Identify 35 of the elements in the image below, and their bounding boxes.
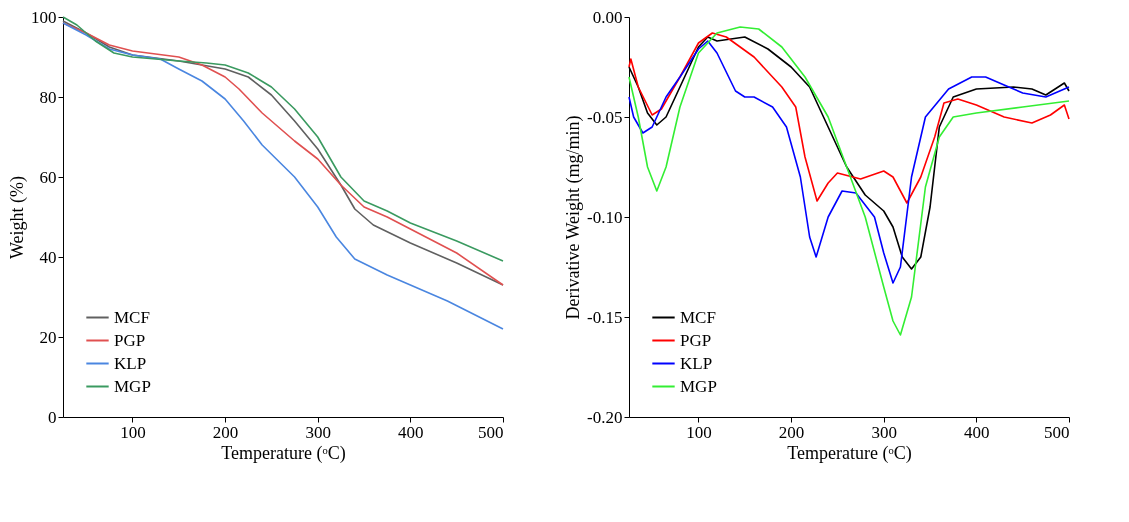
legend-label: KLP: [114, 353, 147, 373]
y-tick-label: 100: [31, 7, 57, 27]
y-tick-label: 60: [39, 167, 57, 187]
x-tick-label: 300: [305, 422, 331, 442]
legend-label: PGP: [680, 330, 712, 350]
x-tick-label: 400: [398, 422, 424, 442]
line-series: [628, 26, 1070, 336]
x-tick-label: 200: [212, 422, 239, 442]
x-tick-label: 500: [478, 422, 504, 442]
y-tick-label: 20: [39, 327, 57, 347]
x-axis-title: Temperature (ᵒC): [221, 442, 346, 464]
y-tick-label: 80: [39, 87, 57, 107]
legend-label: MCF: [680, 307, 716, 327]
legend-label: MGP: [114, 376, 151, 396]
legend-label: MCF: [114, 307, 150, 327]
x-tick-label: 200: [778, 422, 805, 442]
y-axis-title: Weight (%): [7, 175, 28, 260]
y-tick-label: -0.15: [587, 307, 623, 327]
x-tick-label: 500: [1044, 422, 1070, 442]
legend-label: PGP: [114, 330, 146, 350]
y-tick-label: -0.10: [587, 207, 623, 227]
x-tick-label: 100: [686, 422, 712, 442]
y-tick-label: -0.20: [587, 407, 623, 427]
x-tick-label: 300: [871, 422, 897, 442]
x-tick-label: 100: [120, 422, 146, 442]
x-axis-title: Temperature (ᵒC): [787, 442, 912, 464]
legend-label: KLP: [680, 353, 713, 373]
line-series: [628, 32, 1070, 204]
x-tick-label: 400: [964, 422, 990, 442]
y-axis-title: Derivative Weight (mg/min): [563, 115, 585, 320]
y-tick-label: 40: [39, 247, 57, 267]
y-tick-label: 0: [48, 407, 57, 427]
y-tick-label: 0.00: [592, 7, 623, 27]
y-tick-label: -0.05: [587, 107, 623, 127]
legend-label: MGP: [680, 376, 717, 396]
